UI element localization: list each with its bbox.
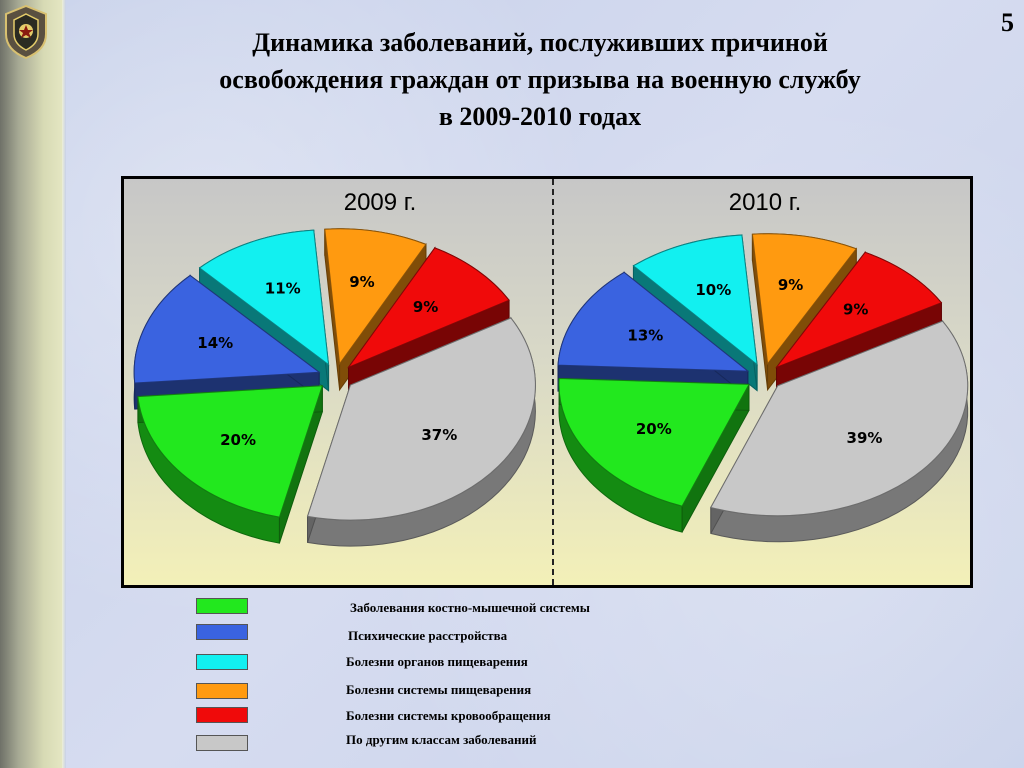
slice-label-other: 39% [847, 429, 883, 447]
slice-musculoskeletal [558, 378, 750, 507]
title-line-1: Динамика заболеваний, послуживших причин… [252, 28, 828, 57]
title-line-3: в 2009-2010 годах [438, 102, 642, 131]
slice-mental [557, 271, 750, 372]
slice-label-digestive_system: 9% [349, 273, 374, 291]
slice-label-circulatory: 9% [413, 298, 438, 316]
chart-2009-title: 2009 г. [343, 189, 417, 216]
legend-swatch-other [196, 735, 248, 751]
legend-label-digestive-organs: Болезни органов пищеварения [346, 654, 528, 669]
legend-swatch-musculoskeletal [196, 598, 248, 614]
slice-label-digestive_system: 9% [778, 276, 803, 294]
legend-swatch-circulatory [196, 707, 248, 723]
legend-swatch-mental [196, 624, 248, 640]
slice-label-musculoskeletal: 20% [220, 431, 256, 449]
legend-label-musculoskeletal: Заболевания костно-мышечной системы [350, 600, 590, 615]
slice-musculoskeletal [137, 385, 324, 518]
slice-mental [133, 274, 321, 384]
chart-2010-title: 2010 г. [728, 189, 802, 216]
slice-digestive_system [751, 233, 858, 366]
slice-label-musculoskeletal: 20% [636, 420, 672, 438]
slide-number: 5 [1001, 8, 1014, 37]
slice-label-digestive_organs: 11% [265, 279, 301, 297]
slice-digestive_organs [632, 234, 758, 366]
slice-circulatory [347, 247, 510, 369]
pie-charts-panel: 2009 г. 2010 г. 37% 20% 14% 11% 9% 9% 39% 20% 13… [121, 176, 973, 588]
slice-circulatory [775, 251, 943, 369]
title-line-2: освобождения граждан от призыва на военн… [219, 65, 861, 94]
slice-other [306, 317, 536, 521]
legend-label-circulatory: Болезни системы кровообращения [346, 708, 551, 723]
legend-swatch-digestive-organs [196, 654, 248, 670]
slice-label-mental: 14% [197, 334, 233, 352]
decorative-band-edge [62, 0, 66, 768]
pie-charts-svg: 37% 20% 14% 11% 9% 9% 39% 20% 13% 10% 9% 9% [133, 228, 969, 547]
slice-label-digestive_organs: 10% [695, 281, 731, 299]
emblem-icon [5, 4, 47, 60]
decorative-left-band [0, 0, 62, 768]
legend-swatch-digestive-system [196, 683, 248, 699]
slice-label-circulatory: 9% [843, 300, 868, 318]
panel-divider [552, 179, 554, 585]
slice-label-mental: 13% [627, 327, 663, 345]
slice-label-other: 37% [421, 426, 457, 444]
slice-other [710, 320, 969, 517]
slice-digestive_organs [198, 229, 330, 366]
pie-0: 37% 20% 14% 11% 9% 9% [133, 228, 536, 547]
slide-title: Динамика заболеваний, послуживших причин… [110, 24, 970, 135]
legend-label-mental: Психические расстройства [348, 628, 508, 643]
legend-label-digestive-system: Болезни системы пищеварения [346, 682, 532, 697]
legend-label-other: По другим классам заболеваний [346, 732, 537, 747]
pie-1: 39% 20% 13% 10% 9% 9% [557, 233, 969, 543]
slice-digestive_system [324, 228, 427, 366]
